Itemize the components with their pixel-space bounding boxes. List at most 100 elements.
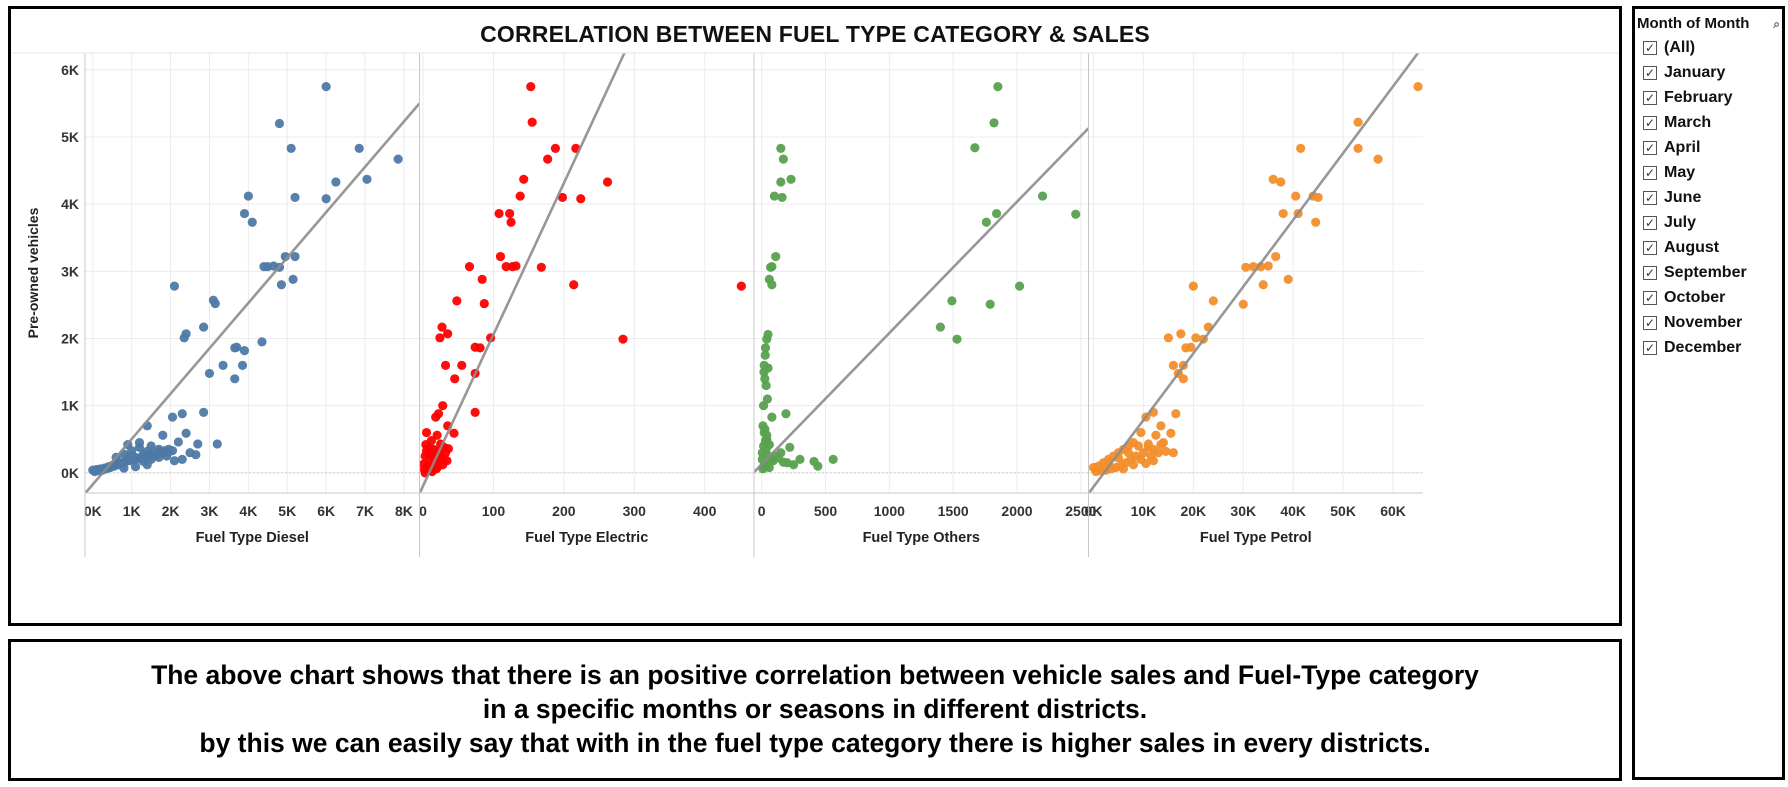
data-point[interactable] xyxy=(778,154,788,164)
data-point[interactable] xyxy=(761,380,771,391)
data-point[interactable] xyxy=(760,424,770,434)
data-point[interactable] xyxy=(762,334,772,344)
data-point[interactable] xyxy=(177,409,187,419)
filter-item[interactable]: ✓ September xyxy=(1637,260,1782,285)
data-point[interactable] xyxy=(618,334,628,344)
checkbox-icon[interactable]: ✓ xyxy=(1643,215,1657,230)
data-point[interactable] xyxy=(569,280,579,290)
data-point[interactable] xyxy=(193,439,203,449)
data-point[interactable] xyxy=(230,343,240,353)
data-point[interactable] xyxy=(421,446,432,456)
data-point[interactable] xyxy=(237,360,248,370)
data-point[interactable] xyxy=(1171,409,1181,419)
data-point[interactable] xyxy=(169,456,180,466)
data-point[interactable] xyxy=(993,81,1003,92)
data-point[interactable] xyxy=(813,461,823,471)
data-point[interactable] xyxy=(526,81,536,92)
data-point[interactable] xyxy=(501,262,511,272)
checkbox-icon[interactable]: ✓ xyxy=(1643,140,1657,155)
data-point[interactable] xyxy=(762,434,772,444)
data-point[interactable] xyxy=(1168,448,1178,458)
data-point[interactable] xyxy=(179,333,189,343)
data-point[interactable] xyxy=(762,394,773,404)
trend-line[interactable] xyxy=(85,102,420,493)
data-point[interactable] xyxy=(239,208,250,219)
data-point[interactable] xyxy=(771,251,781,262)
data-point[interactable] xyxy=(204,368,215,379)
data-point[interactable] xyxy=(1296,143,1306,153)
data-point[interactable] xyxy=(464,262,475,272)
data-point[interactable] xyxy=(781,409,791,419)
data-point[interactable] xyxy=(173,437,183,447)
checkbox-icon[interactable]: ✓ xyxy=(1643,240,1657,255)
data-point[interactable] xyxy=(1278,208,1288,219)
data-point[interactable] xyxy=(989,118,999,128)
data-point[interactable] xyxy=(218,360,228,370)
data-point[interactable] xyxy=(1037,191,1048,201)
data-point[interactable] xyxy=(1413,81,1423,92)
data-point[interactable] xyxy=(247,217,257,227)
data-point[interactable] xyxy=(435,333,445,343)
data-point[interactable] xyxy=(1128,460,1139,470)
data-point[interactable] xyxy=(511,261,521,271)
data-point[interactable] xyxy=(767,280,777,290)
filter-item[interactable]: ✓ December xyxy=(1637,335,1782,360)
data-point[interactable] xyxy=(1123,448,1134,458)
filter-item[interactable]: ✓ June xyxy=(1637,185,1782,210)
filter-item[interactable]: ✓ August xyxy=(1637,235,1782,260)
data-point[interactable] xyxy=(764,462,774,473)
data-point[interactable] xyxy=(550,143,561,153)
data-point[interactable] xyxy=(177,454,187,465)
data-point[interactable] xyxy=(495,251,506,262)
data-point[interactable] xyxy=(450,374,460,384)
data-point[interactable] xyxy=(1163,333,1173,343)
data-point[interactable] xyxy=(1118,464,1129,474)
data-point[interactable] xyxy=(257,337,267,347)
data-point[interactable] xyxy=(431,412,441,422)
data-point[interactable] xyxy=(452,296,462,306)
data-point[interactable] xyxy=(506,217,516,227)
data-point[interactable] xyxy=(991,208,1002,219)
data-point[interactable] xyxy=(760,350,770,360)
data-point[interactable] xyxy=(393,154,403,164)
trend-line[interactable] xyxy=(419,53,626,494)
checkbox-icon[interactable]: ✓ xyxy=(1643,40,1657,55)
data-point[interactable] xyxy=(1271,251,1281,262)
data-point[interactable] xyxy=(760,343,771,353)
data-point[interactable] xyxy=(421,427,432,438)
data-point[interactable] xyxy=(167,412,178,422)
data-point[interactable] xyxy=(758,401,769,411)
data-point[interactable] xyxy=(1291,191,1301,201)
data-point[interactable] xyxy=(1191,333,1201,343)
data-point[interactable] xyxy=(776,143,786,153)
data-point[interactable] xyxy=(765,262,776,272)
data-point[interactable] xyxy=(167,446,178,456)
data-point[interactable] xyxy=(795,454,805,465)
data-point[interactable] xyxy=(1168,360,1178,370)
data-point[interactable] xyxy=(777,192,787,203)
data-point[interactable] xyxy=(438,454,449,464)
data-point[interactable] xyxy=(288,274,298,284)
filter-item[interactable]: ✓ March xyxy=(1637,110,1782,135)
checkbox-icon[interactable]: ✓ xyxy=(1643,265,1657,280)
checkbox-icon[interactable]: ✓ xyxy=(1643,115,1657,130)
data-point[interactable] xyxy=(1156,421,1166,431)
data-point[interactable] xyxy=(437,322,447,332)
data-point[interactable] xyxy=(331,177,341,187)
data-point[interactable] xyxy=(1166,428,1176,438)
filter-item[interactable]: ✓ January xyxy=(1637,60,1782,85)
data-point[interactable] xyxy=(1156,440,1166,450)
data-point[interactable] xyxy=(1238,299,1248,309)
checkbox-icon[interactable]: ✓ xyxy=(1643,315,1657,330)
data-point[interactable] xyxy=(449,428,459,438)
data-point[interactable] xyxy=(1176,329,1186,339)
data-point[interactable] xyxy=(274,118,285,129)
data-point[interactable] xyxy=(191,450,201,460)
data-point[interactable] xyxy=(243,191,253,201)
data-point[interactable] xyxy=(519,174,529,184)
data-point[interactable] xyxy=(759,367,769,377)
data-point[interactable] xyxy=(828,454,838,465)
data-point[interactable] xyxy=(239,345,250,356)
data-point[interactable] xyxy=(1268,174,1278,184)
data-point[interactable] xyxy=(290,192,300,203)
